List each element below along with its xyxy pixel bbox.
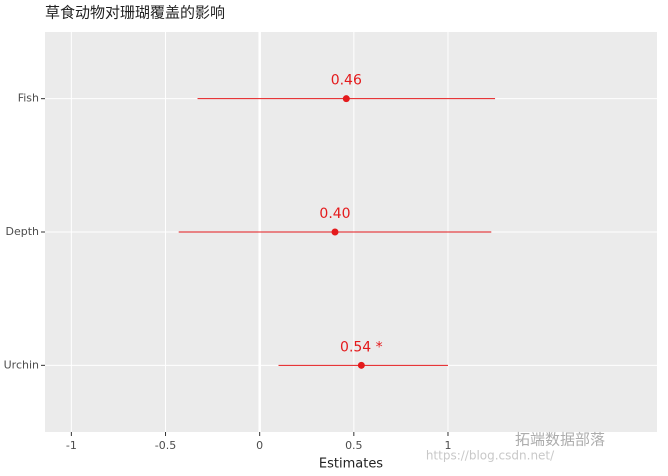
point [342,95,350,103]
y-tick-label: Depth [5,225,39,238]
x-tick-label: 0.5 [345,439,363,452]
value-label: 0.40 [319,206,350,222]
watermark-url: https://blog.csdn.net/ [426,449,555,463]
y-tick-label: Fish [18,92,39,105]
point [331,228,339,236]
y-tick-label: Urchin [4,358,39,371]
x-tick-label: -0.5 [155,439,176,452]
x-axis-label: Estimates [319,457,383,472]
value-label: 0.46 [331,73,362,89]
value-label: 0.54 * [340,339,383,355]
point [357,361,365,369]
x-tick-label: 0 [256,439,263,452]
x-tick-label: -1 [66,439,77,452]
watermark: 拓端数据部落 [515,431,605,449]
chart-title: 草食动物对珊瑚覆盖的影响 [45,4,225,22]
x-tick-label: 1 [444,439,451,452]
